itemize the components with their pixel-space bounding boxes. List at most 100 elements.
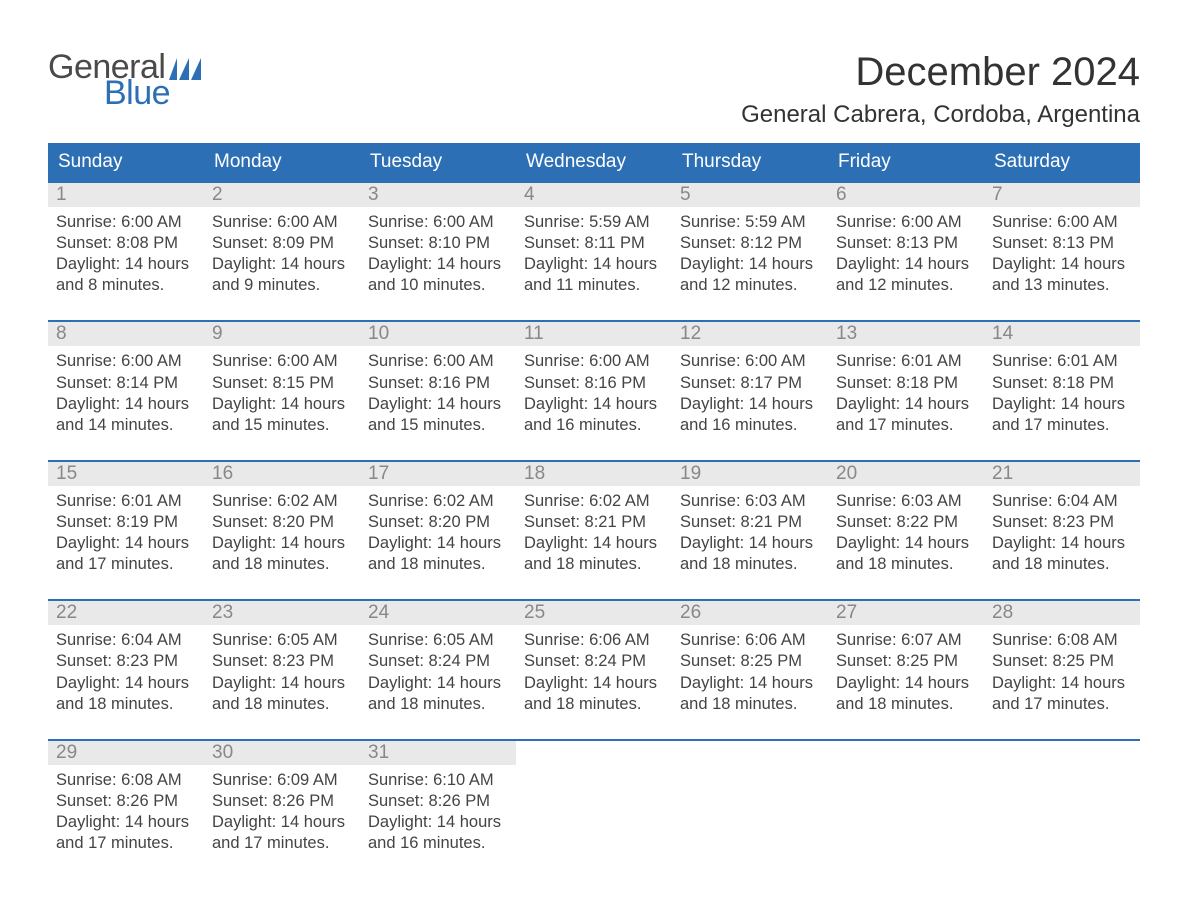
sunset-line: Sunset: 8:25 PM [836, 651, 976, 672]
day-cell: 5Sunrise: 5:59 AMSunset: 8:12 PMDaylight… [672, 183, 828, 302]
weeks-container: 1Sunrise: 6:00 AMSunset: 8:08 PMDaylight… [48, 181, 1140, 860]
day-body: Sunrise: 6:00 AMSunset: 8:10 PMDaylight:… [360, 207, 516, 302]
day-number: 29 [48, 741, 204, 765]
sunset-line: Sunset: 8:09 PM [212, 233, 352, 254]
daylight-line: Daylight: 14 hours and 18 minutes. [212, 673, 352, 715]
sunrise-line: Sunrise: 6:02 AM [212, 491, 352, 512]
daylight-line: Daylight: 14 hours and 17 minutes. [992, 394, 1132, 436]
day-body: Sunrise: 6:00 AMSunset: 8:13 PMDaylight:… [984, 207, 1140, 302]
day-number: 5 [672, 183, 828, 207]
day-number: 11 [516, 322, 672, 346]
sunset-line: Sunset: 8:24 PM [524, 651, 664, 672]
sunset-line: Sunset: 8:16 PM [368, 373, 508, 394]
daylight-line: Daylight: 14 hours and 13 minutes. [992, 254, 1132, 296]
day-number: 16 [204, 462, 360, 486]
day-body: Sunrise: 6:05 AMSunset: 8:23 PMDaylight:… [204, 625, 360, 720]
day-cell: 19Sunrise: 6:03 AMSunset: 8:21 PMDayligh… [672, 462, 828, 581]
day-number: 6 [828, 183, 984, 207]
daylight-line: Daylight: 14 hours and 10 minutes. [368, 254, 508, 296]
daylight-line: Daylight: 14 hours and 18 minutes. [524, 533, 664, 575]
dow-sunday: Sunday [48, 143, 204, 181]
day-body: Sunrise: 6:03 AMSunset: 8:22 PMDaylight:… [828, 486, 984, 581]
week-row: 15Sunrise: 6:01 AMSunset: 8:19 PMDayligh… [48, 460, 1140, 581]
daylight-line: Daylight: 14 hours and 15 minutes. [368, 394, 508, 436]
day-cell: 21Sunrise: 6:04 AMSunset: 8:23 PMDayligh… [984, 462, 1140, 581]
day-body: Sunrise: 6:07 AMSunset: 8:25 PMDaylight:… [828, 625, 984, 720]
flag-icon [169, 58, 201, 80]
sunrise-line: Sunrise: 6:02 AM [524, 491, 664, 512]
day-cell: 23Sunrise: 6:05 AMSunset: 8:23 PMDayligh… [204, 601, 360, 720]
day-body: Sunrise: 6:04 AMSunset: 8:23 PMDaylight:… [984, 486, 1140, 581]
daylight-line: Daylight: 14 hours and 18 minutes. [992, 533, 1132, 575]
sunrise-line: Sunrise: 6:06 AM [524, 630, 664, 651]
day-cell: 15Sunrise: 6:01 AMSunset: 8:19 PMDayligh… [48, 462, 204, 581]
daylight-line: Daylight: 14 hours and 16 minutes. [680, 394, 820, 436]
sunrise-line: Sunrise: 5:59 AM [524, 212, 664, 233]
sunrise-line: Sunrise: 6:03 AM [680, 491, 820, 512]
sunset-line: Sunset: 8:23 PM [56, 651, 196, 672]
day-number: 1 [48, 183, 204, 207]
sunrise-line: Sunrise: 6:05 AM [212, 630, 352, 651]
day-body: Sunrise: 5:59 AMSunset: 8:12 PMDaylight:… [672, 207, 828, 302]
daylight-line: Daylight: 14 hours and 17 minutes. [992, 673, 1132, 715]
day-cell: 27Sunrise: 6:07 AMSunset: 8:25 PMDayligh… [828, 601, 984, 720]
day-number: 18 [516, 462, 672, 486]
day-cell: 13Sunrise: 6:01 AMSunset: 8:18 PMDayligh… [828, 322, 984, 441]
sunset-line: Sunset: 8:12 PM [680, 233, 820, 254]
sunset-line: Sunset: 8:18 PM [992, 373, 1132, 394]
day-number: 9 [204, 322, 360, 346]
day-number: 30 [204, 741, 360, 765]
calendar: Sunday Monday Tuesday Wednesday Thursday… [48, 143, 1140, 860]
day-cell [672, 741, 828, 860]
day-body: Sunrise: 6:00 AMSunset: 8:13 PMDaylight:… [828, 207, 984, 302]
sunset-line: Sunset: 8:23 PM [992, 512, 1132, 533]
sunrise-line: Sunrise: 6:05 AM [368, 630, 508, 651]
sunset-line: Sunset: 8:13 PM [992, 233, 1132, 254]
sunset-line: Sunset: 8:14 PM [56, 373, 196, 394]
sunrise-line: Sunrise: 6:09 AM [212, 770, 352, 791]
sunrise-line: Sunrise: 6:03 AM [836, 491, 976, 512]
day-cell: 10Sunrise: 6:00 AMSunset: 8:16 PMDayligh… [360, 322, 516, 441]
day-cell: 28Sunrise: 6:08 AMSunset: 8:25 PMDayligh… [984, 601, 1140, 720]
sunrise-line: Sunrise: 6:08 AM [56, 770, 196, 791]
daylight-line: Daylight: 14 hours and 17 minutes. [56, 533, 196, 575]
day-cell [984, 741, 1140, 860]
day-number: 4 [516, 183, 672, 207]
sunrise-line: Sunrise: 6:00 AM [56, 351, 196, 372]
sunrise-line: Sunrise: 6:00 AM [212, 351, 352, 372]
title-block: December 2024 General Cabrera, Cordoba, … [741, 50, 1140, 141]
day-body: Sunrise: 6:00 AMSunset: 8:16 PMDaylight:… [360, 346, 516, 441]
dow-saturday: Saturday [984, 143, 1140, 181]
day-number: 23 [204, 601, 360, 625]
sunset-line: Sunset: 8:25 PM [680, 651, 820, 672]
day-body: Sunrise: 6:10 AMSunset: 8:26 PMDaylight:… [360, 765, 516, 860]
day-number: 10 [360, 322, 516, 346]
daylight-line: Daylight: 14 hours and 8 minutes. [56, 254, 196, 296]
sunset-line: Sunset: 8:16 PM [524, 373, 664, 394]
sunrise-line: Sunrise: 6:10 AM [368, 770, 508, 791]
sunrise-line: Sunrise: 6:00 AM [56, 212, 196, 233]
day-cell: 1Sunrise: 6:00 AMSunset: 8:08 PMDaylight… [48, 183, 204, 302]
day-number: 31 [360, 741, 516, 765]
day-number: 8 [48, 322, 204, 346]
day-body: Sunrise: 6:04 AMSunset: 8:23 PMDaylight:… [48, 625, 204, 720]
daylight-line: Daylight: 14 hours and 18 minutes. [368, 673, 508, 715]
daylight-line: Daylight: 14 hours and 18 minutes. [56, 673, 196, 715]
daylight-line: Daylight: 14 hours and 18 minutes. [836, 673, 976, 715]
day-body: Sunrise: 6:01 AMSunset: 8:18 PMDaylight:… [828, 346, 984, 441]
day-cell: 17Sunrise: 6:02 AMSunset: 8:20 PMDayligh… [360, 462, 516, 581]
daylight-line: Daylight: 14 hours and 18 minutes. [680, 533, 820, 575]
daylight-line: Daylight: 14 hours and 15 minutes. [212, 394, 352, 436]
day-body: Sunrise: 6:05 AMSunset: 8:24 PMDaylight:… [360, 625, 516, 720]
day-number: 14 [984, 322, 1140, 346]
day-cell: 8Sunrise: 6:00 AMSunset: 8:14 PMDaylight… [48, 322, 204, 441]
logo: General Blue [48, 50, 201, 110]
day-cell: 2Sunrise: 6:00 AMSunset: 8:09 PMDaylight… [204, 183, 360, 302]
day-cell [828, 741, 984, 860]
day-body: Sunrise: 6:09 AMSunset: 8:26 PMDaylight:… [204, 765, 360, 860]
day-cell: 9Sunrise: 6:00 AMSunset: 8:15 PMDaylight… [204, 322, 360, 441]
day-body: Sunrise: 6:01 AMSunset: 8:19 PMDaylight:… [48, 486, 204, 581]
daylight-line: Daylight: 14 hours and 11 minutes. [524, 254, 664, 296]
sunset-line: Sunset: 8:21 PM [524, 512, 664, 533]
month-title: December 2024 [741, 50, 1140, 95]
